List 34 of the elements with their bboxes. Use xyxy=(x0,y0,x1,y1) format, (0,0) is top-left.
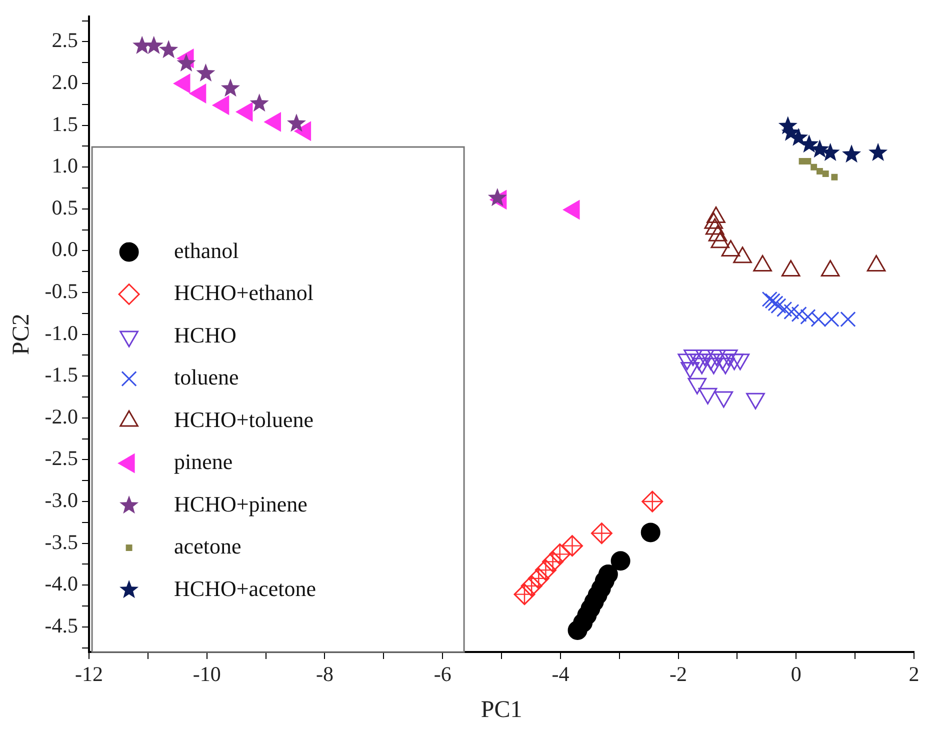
y-tick-label: -1.5 xyxy=(44,362,78,387)
x-tick-label: -10 xyxy=(192,662,221,686)
legend-label: HCHO+ethanol xyxy=(174,280,314,306)
legend-label: HCHO+pinene xyxy=(174,491,308,516)
x-tick-label: 0 xyxy=(790,662,802,686)
y-tick-label: 2.5 xyxy=(52,28,78,52)
y-tick-label: -2.5 xyxy=(44,446,78,470)
y-tick-label: 0.0 xyxy=(52,237,78,262)
x-tick-label: -6 xyxy=(434,662,452,686)
y-tick-label: -0.5 xyxy=(44,279,78,304)
y-tick-label: 2.0 xyxy=(52,70,78,94)
x-tick-label: -4 xyxy=(552,662,570,686)
legend-label: toluene xyxy=(174,364,239,390)
y-tick-label: -3.0 xyxy=(44,488,78,512)
legend-label: HCHO+toluene xyxy=(174,406,314,432)
legend-label: acetone xyxy=(174,534,242,559)
y-tick-label: 1.0 xyxy=(52,154,78,178)
y-tick-label: -4.5 xyxy=(44,613,78,638)
x-tick-label: 2 xyxy=(908,662,920,686)
legend-label: pinene xyxy=(174,449,233,474)
y-tick-label: -3.5 xyxy=(44,530,78,554)
y-axis-title: PC2 xyxy=(8,314,35,355)
x-axis-title: PC1 xyxy=(480,696,522,723)
y-tick-label: -4.0 xyxy=(44,572,78,596)
y-tick-label: 1.5 xyxy=(52,112,78,136)
y-tick-label: -1.0 xyxy=(44,320,78,345)
legend-label: ethanol xyxy=(174,238,239,263)
y-tick-label: 0.5 xyxy=(52,195,78,220)
y-tick-label: -2.0 xyxy=(44,404,78,428)
legend-label: HCHO xyxy=(174,322,236,348)
x-tick-label: -8 xyxy=(316,662,334,686)
x-tick-label: -12 xyxy=(75,662,104,686)
x-tick-label: -2 xyxy=(670,662,688,686)
legend-label: HCHO+acetone xyxy=(174,576,316,601)
